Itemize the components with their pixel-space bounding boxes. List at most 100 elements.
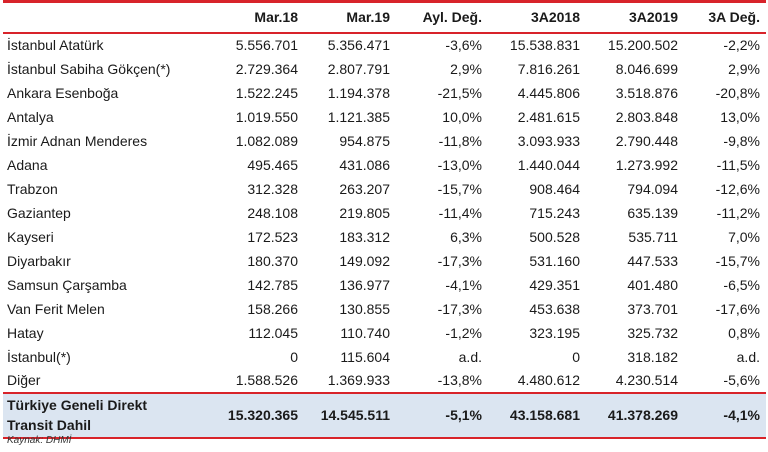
value-cell: 6,3% bbox=[450, 228, 482, 245]
value-cell: 2,9% bbox=[728, 60, 760, 77]
value-cell: 2,9% bbox=[450, 60, 482, 77]
value-cell: -6,5% bbox=[723, 276, 760, 293]
value-cell: 453.638 bbox=[529, 300, 580, 317]
airport-name-cell: Diyarbakır bbox=[7, 252, 71, 269]
value-cell: -11,5% bbox=[716, 156, 760, 173]
value-cell: -15,7% bbox=[715, 252, 760, 269]
value-cell: 1.588.526 bbox=[235, 372, 298, 388]
airport-name-cell: Trabzon bbox=[7, 180, 58, 197]
table-row: İstanbul Sabiha Gökçen(*) 2.729.364 2.807.… bbox=[3, 57, 766, 81]
value-cell: 219.805 bbox=[339, 204, 390, 221]
table-row: İzmir Adnan Menderes 1.082.089 954.875 -11,… bbox=[3, 129, 766, 153]
value-cell: -11,8% bbox=[438, 132, 482, 149]
value-cell: 323.195 bbox=[529, 324, 580, 341]
value-cell: 180.370 bbox=[247, 252, 298, 269]
value-cell: 2.803.848 bbox=[615, 108, 678, 125]
airport-name-cell: Samsun Çarşamba bbox=[7, 276, 127, 293]
value-cell: 158.266 bbox=[247, 300, 298, 317]
value-cell: 1.369.933 bbox=[327, 372, 390, 388]
value-cell: -11,2% bbox=[716, 204, 760, 221]
value-cell: -1,2% bbox=[445, 324, 482, 341]
airport-name-cell: Kayseri bbox=[7, 228, 54, 245]
value-cell: 248.108 bbox=[247, 204, 298, 221]
table-row: Diyarbakır 180.370 149.092 -17,3% 531.160 447… bbox=[3, 249, 766, 273]
value-cell: 1.273.992 bbox=[615, 156, 678, 173]
value-cell: -5,6% bbox=[723, 372, 760, 388]
value-cell: 7.816.261 bbox=[517, 60, 580, 77]
value-cell: 429.351 bbox=[529, 276, 580, 293]
table-row: Van Ferit Melen 158.266 130.855 -17,3% 453.6… bbox=[3, 297, 766, 321]
airport-name-cell: Van Ferit Melen bbox=[7, 300, 105, 317]
value-cell: 15.538.831 bbox=[509, 37, 580, 53]
table-row: Adana 495.465 431.086 -13,0% 1.440.044 1.273.… bbox=[3, 153, 766, 177]
value-cell: -17,3% bbox=[437, 300, 482, 317]
value-cell: 715.243 bbox=[529, 204, 580, 221]
table-row: Ankara Esenboğa 1.522.245 1.194.378 -21,5% 4… bbox=[3, 81, 766, 105]
table-row: İstanbul(*) 0 115.604 a.d. 0 318.182 a.d. bbox=[3, 345, 766, 369]
value-cell: 373.701 bbox=[627, 300, 678, 317]
value-cell: 500.528 bbox=[529, 228, 580, 245]
airport-name-cell: Adana bbox=[7, 156, 48, 173]
value-cell: 112.045 bbox=[248, 324, 298, 341]
airport-name-cell: Antalya bbox=[7, 108, 54, 125]
value-cell: 312.328 bbox=[247, 180, 298, 197]
total-label-line1: Türkiye Geneli Direkt bbox=[7, 397, 148, 413]
value-cell: 908.464 bbox=[529, 180, 580, 197]
total-value-cell: 43.158.681 bbox=[488, 391, 586, 439]
table-row: Antalya 1.019.550 1.121.385 10,0% 2.481.615 2… bbox=[3, 105, 766, 129]
value-cell: 531.160 bbox=[529, 252, 580, 269]
value-cell: 1.194.378 bbox=[327, 84, 390, 101]
column-header: Mar.18 bbox=[212, 0, 304, 34]
value-cell: 794.094 bbox=[627, 180, 678, 197]
airport-name-cell: Ankara Esenboğa bbox=[7, 84, 119, 101]
value-cell: -9,8% bbox=[723, 132, 760, 149]
value-cell: 954.875 bbox=[339, 132, 390, 149]
value-cell: 4.480.612 bbox=[517, 372, 580, 388]
value-cell: 5.556.701 bbox=[235, 37, 298, 53]
value-cell: 1.019.550 bbox=[235, 108, 298, 125]
airport-name-cell: İstanbul Sabiha Gökçen(*) bbox=[7, 60, 171, 77]
value-cell: 183.312 bbox=[339, 228, 390, 245]
value-cell: 110.740 bbox=[340, 324, 390, 341]
value-cell: -4,1% bbox=[445, 276, 482, 293]
value-cell: -21,5% bbox=[437, 84, 482, 101]
value-cell: 325.732 bbox=[627, 324, 678, 341]
value-cell: -20,8% bbox=[715, 84, 760, 101]
column-header: Mar.19 bbox=[304, 0, 396, 34]
value-cell: 318.182 bbox=[627, 348, 678, 365]
value-cell: -2,2% bbox=[723, 37, 760, 53]
value-cell: 115.604 bbox=[340, 348, 390, 365]
value-cell: 3.518.876 bbox=[615, 84, 678, 101]
value-cell: 13,0% bbox=[720, 108, 760, 125]
table-row: Hatay 112.045 110.740 -1,2% 323.195 325.732 0,… bbox=[3, 321, 766, 345]
airport-name-cell: Diğer bbox=[7, 372, 41, 388]
airport-name-cell: İstanbul(*) bbox=[7, 348, 71, 365]
value-cell: 5.356.471 bbox=[327, 37, 390, 53]
table-row: Diğer 1.588.526 1.369.933 -13,8% 4.480.612 4.… bbox=[3, 369, 766, 393]
total-value-cell: -5,1% bbox=[396, 391, 488, 439]
value-cell: -17,3% bbox=[437, 252, 482, 269]
value-cell: 3.093.933 bbox=[517, 132, 580, 149]
value-cell: 0,8% bbox=[728, 324, 760, 341]
airport-name-cell: İzmir Adnan Menderes bbox=[7, 132, 148, 149]
total-value-cell: -4,1% bbox=[684, 391, 766, 439]
value-cell: 8.046.699 bbox=[615, 60, 678, 77]
value-cell: -17,6% bbox=[715, 300, 760, 317]
value-cell: 0 bbox=[290, 348, 298, 365]
value-cell: 535.711 bbox=[628, 228, 678, 245]
value-cell: 15.200.502 bbox=[607, 37, 678, 53]
value-cell: 2.729.364 bbox=[235, 60, 298, 77]
table-header-row: Mar.18 Mar.19 Ayl. Değ. 3A2018 3A2019 3A Değ. bbox=[3, 0, 766, 34]
airport-name-cell: Hatay bbox=[7, 324, 44, 341]
total-label-cell: Türkiye Geneli Direkt Transit Dahil bbox=[3, 391, 212, 439]
value-cell: 1.522.245 bbox=[235, 84, 298, 101]
value-cell: 136.977 bbox=[339, 276, 390, 293]
value-cell: 0 bbox=[572, 348, 580, 365]
value-cell: 495.465 bbox=[247, 156, 298, 173]
table-row: Gaziantep 248.108 219.805 -11,4% 715.243 635.… bbox=[3, 201, 766, 225]
column-header: 3A2019 bbox=[586, 0, 684, 34]
value-cell: -3,6% bbox=[445, 37, 482, 53]
value-cell: 431.086 bbox=[339, 156, 390, 173]
value-cell: -13,0% bbox=[437, 156, 482, 173]
